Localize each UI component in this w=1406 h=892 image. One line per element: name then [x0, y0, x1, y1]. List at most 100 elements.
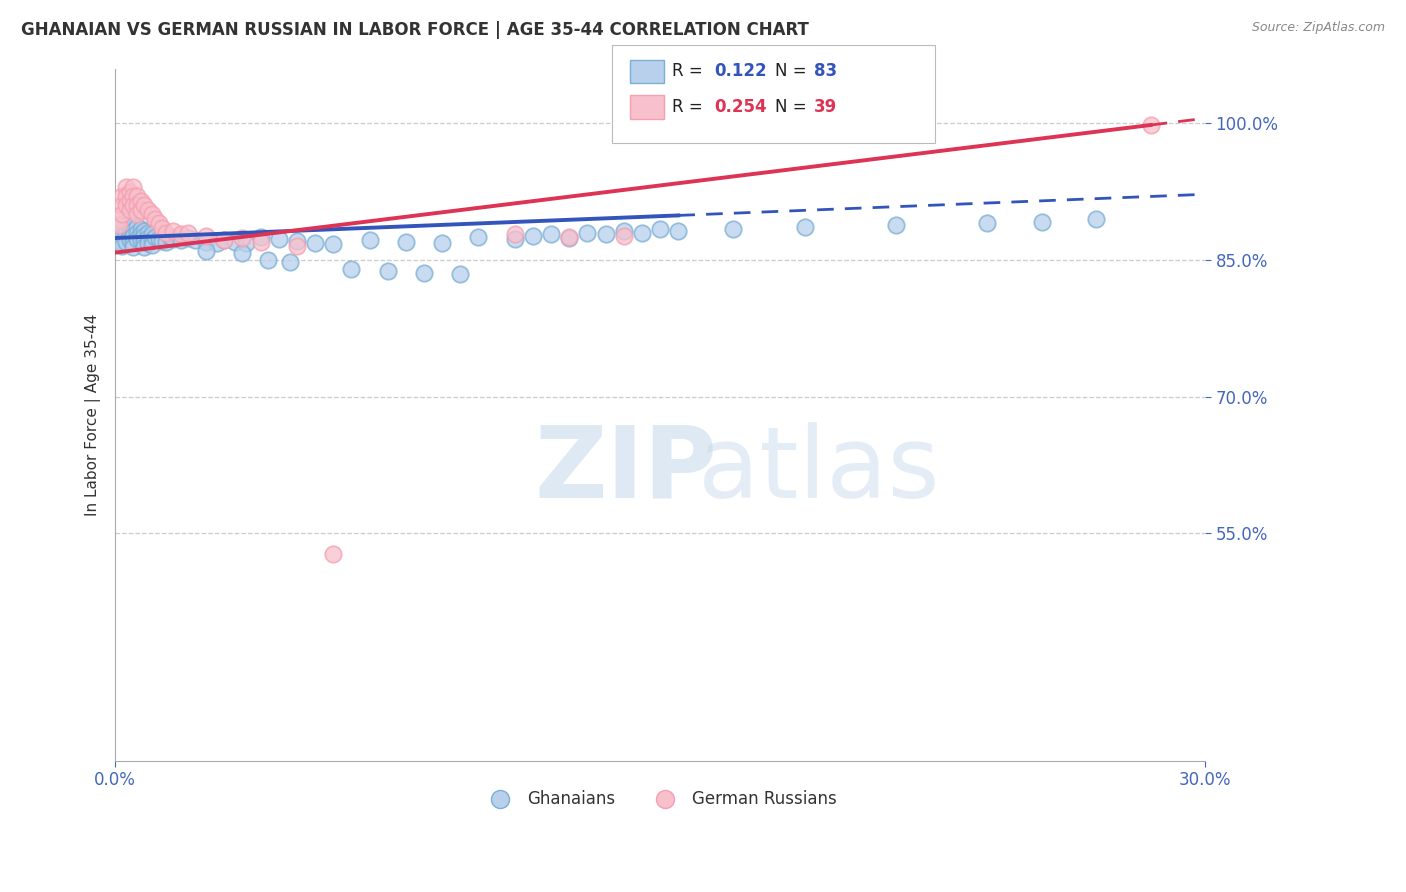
Point [212, 233, 235, 247]
Point [721, 222, 744, 236]
Point [794, 220, 817, 235]
Point [118, 185, 141, 199]
Point [631, 226, 654, 240]
Text: GHANAIAN VS GERMAN RUSSIAN IN LABOR FORCE | AGE 35-44 CORRELATION CHART: GHANAIAN VS GERMAN RUSSIAN IN LABOR FORC… [21, 21, 808, 38]
Point [235, 236, 257, 251]
Point [111, 207, 134, 221]
Point [162, 232, 184, 246]
Point [118, 194, 141, 208]
Point [285, 239, 308, 253]
Point [136, 202, 159, 217]
Point [129, 194, 152, 208]
Point [595, 227, 617, 242]
Point [125, 232, 148, 246]
Point [111, 224, 134, 238]
Point [118, 227, 141, 242]
Point [278, 254, 301, 268]
Point [141, 233, 163, 247]
Text: N =: N = [775, 98, 811, 116]
Point [304, 235, 326, 250]
Point [205, 236, 228, 251]
Point [125, 207, 148, 221]
Point [503, 227, 526, 242]
Point [134, 240, 156, 254]
Point [129, 227, 152, 242]
Y-axis label: In Labor Force | Age 35-44: In Labor Force | Age 35-44 [86, 314, 101, 516]
Point [118, 222, 141, 236]
Point [413, 266, 436, 280]
Text: 0.122: 0.122 [714, 62, 766, 80]
Point [108, 219, 131, 233]
Point [141, 238, 163, 252]
Point [152, 221, 174, 235]
Legend: Ghanaians, German Russians: Ghanaians, German Russians [477, 784, 844, 815]
Point [115, 235, 138, 249]
Text: R =: R = [672, 62, 709, 80]
Point [122, 219, 145, 233]
Point [359, 233, 381, 247]
Point [125, 198, 148, 212]
Point [148, 232, 170, 246]
Point [650, 222, 672, 236]
Point [108, 226, 131, 240]
Text: 0.254: 0.254 [714, 98, 766, 116]
Point [430, 236, 453, 251]
Point [111, 219, 134, 233]
Point [115, 214, 138, 228]
Text: R =: R = [672, 98, 709, 116]
Point [152, 234, 174, 248]
Point [108, 211, 131, 226]
Point [231, 231, 253, 245]
Point [195, 235, 218, 249]
Point [125, 226, 148, 240]
Point [177, 231, 200, 245]
Point [522, 229, 544, 244]
Point [449, 268, 471, 282]
Text: atlas: atlas [699, 422, 941, 519]
Point [136, 231, 159, 245]
Point [224, 235, 246, 249]
Point [576, 226, 599, 240]
Point [115, 227, 138, 242]
Point [134, 198, 156, 212]
Point [613, 229, 636, 244]
Point [111, 239, 134, 253]
Point [540, 227, 562, 242]
Point [1085, 211, 1108, 226]
Point [169, 227, 191, 242]
Point [322, 237, 344, 252]
Point [231, 245, 253, 260]
Point [322, 547, 344, 561]
Point [212, 233, 235, 247]
Point [122, 189, 145, 203]
Point [148, 216, 170, 230]
Point [249, 235, 271, 249]
Point [136, 236, 159, 251]
Point [134, 224, 156, 238]
Text: N =: N = [775, 62, 811, 80]
Point [467, 230, 489, 244]
Point [115, 180, 138, 194]
Point [340, 262, 363, 277]
Point [666, 224, 689, 238]
Point [1031, 214, 1053, 228]
Point [159, 230, 181, 244]
Point [134, 229, 156, 244]
Point [143, 230, 166, 244]
Point [111, 235, 134, 249]
Text: 83: 83 [814, 62, 837, 80]
Point [256, 252, 278, 267]
Point [122, 229, 145, 244]
Point [195, 229, 218, 244]
Point [395, 235, 418, 249]
Point [111, 189, 134, 203]
Point [115, 221, 138, 235]
Point [115, 189, 138, 203]
Point [976, 216, 998, 230]
Point [129, 202, 152, 217]
Point [377, 264, 399, 278]
Point [136, 226, 159, 240]
Point [125, 189, 148, 203]
Point [169, 233, 191, 247]
Point [884, 219, 907, 233]
